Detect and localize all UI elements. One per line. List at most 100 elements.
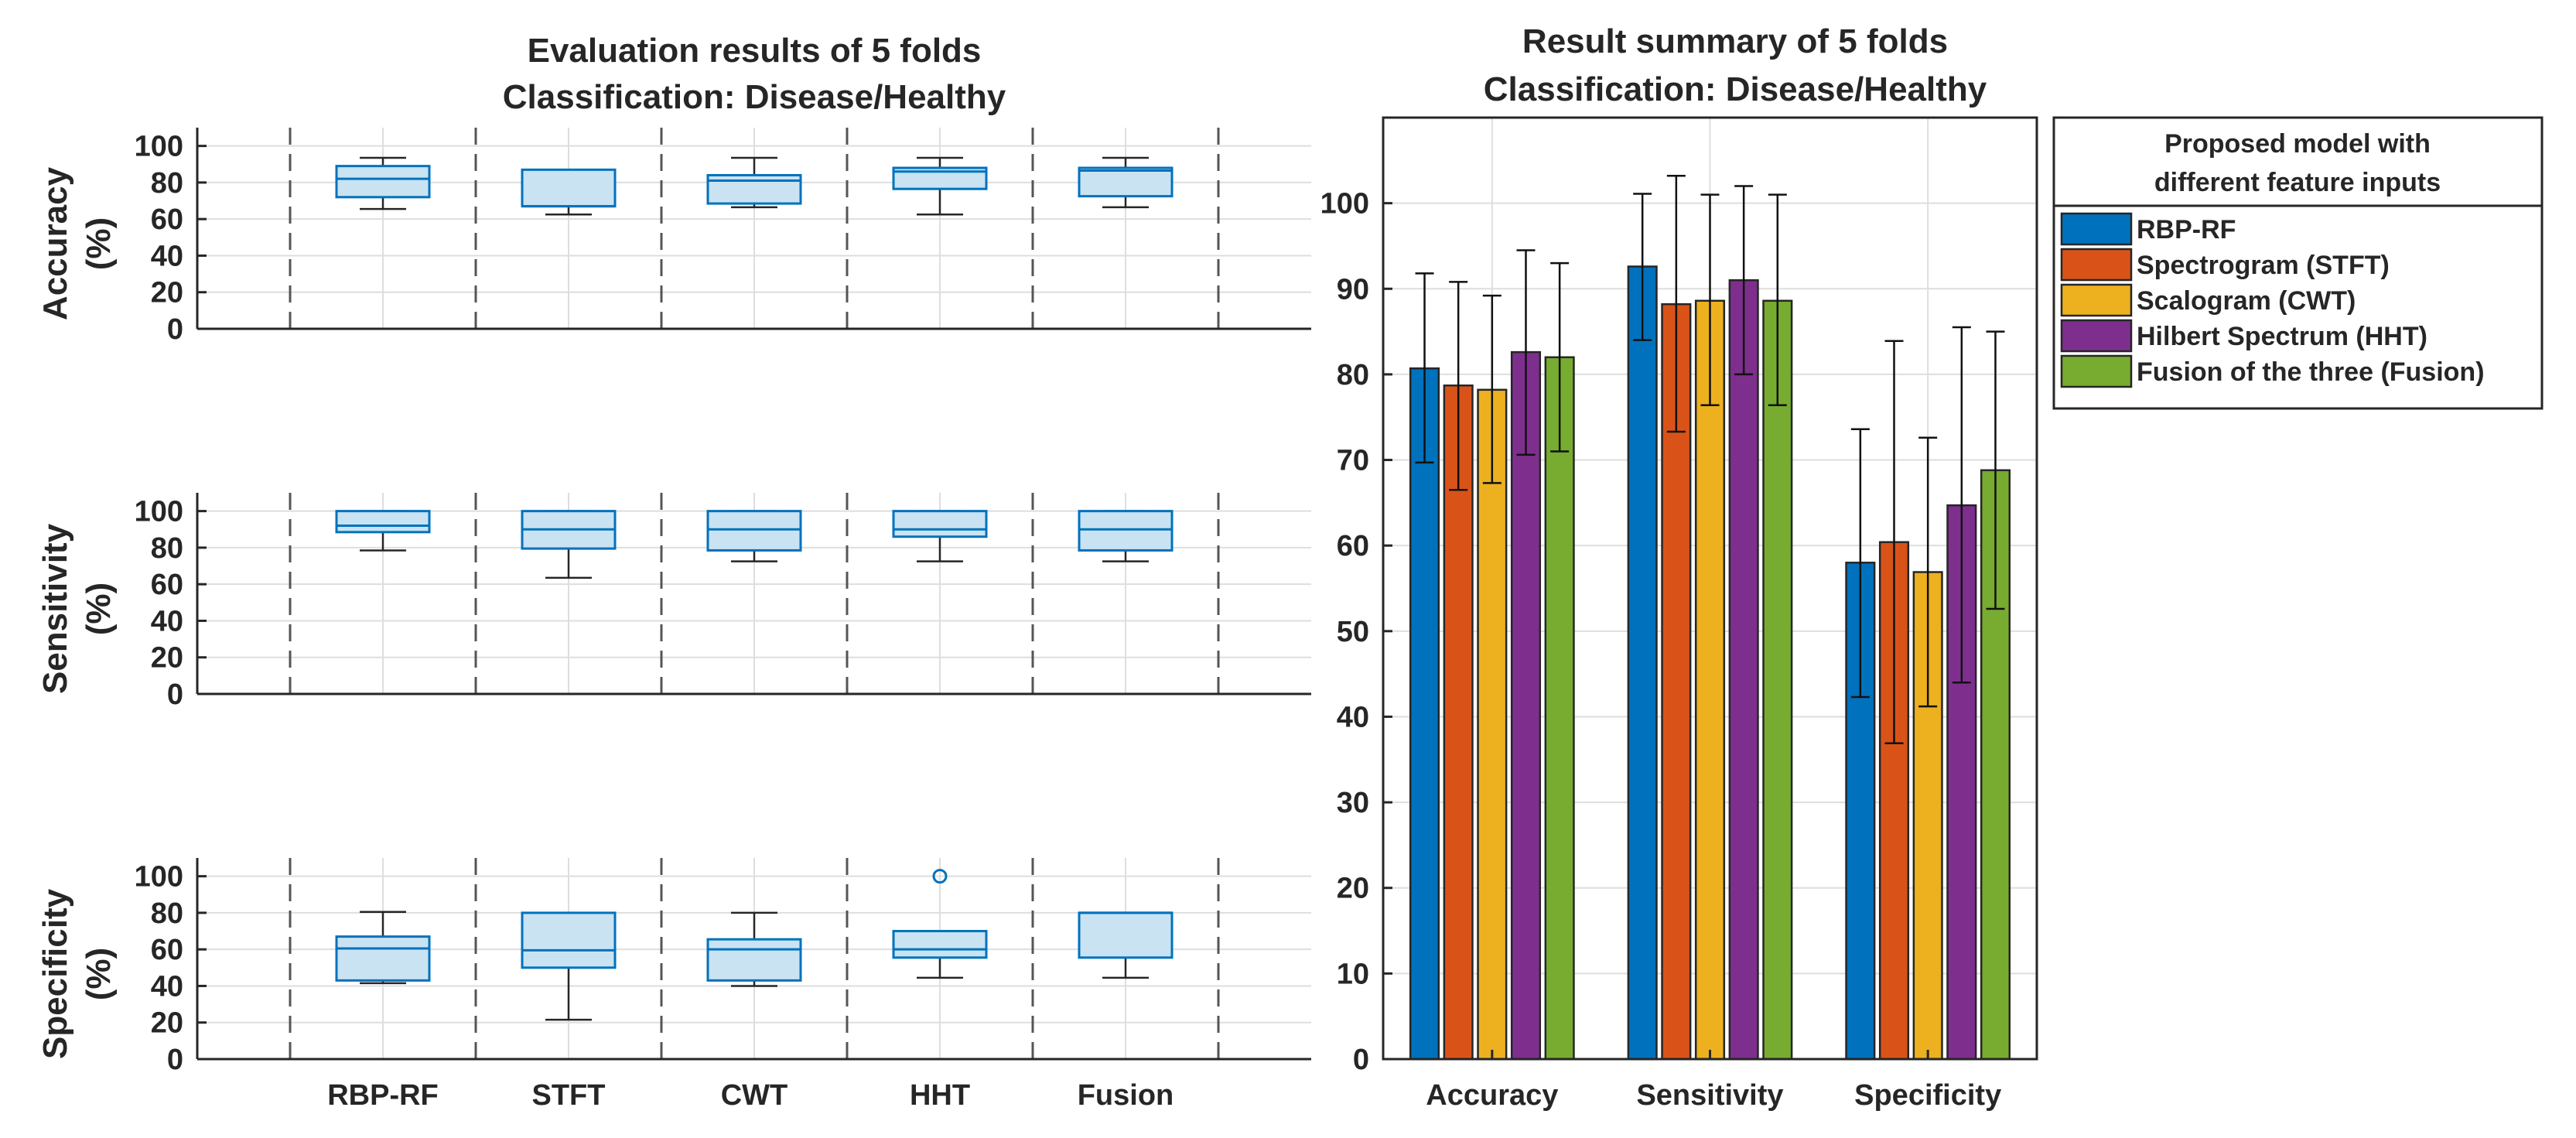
y-axis-label-unit: (%) — [80, 217, 118, 270]
legend: Proposed model with different feature in… — [2052, 116, 2544, 410]
box-iqr — [335, 165, 431, 199]
box-hht — [892, 510, 988, 562]
box-iqr — [335, 935, 431, 982]
box-iqr — [892, 930, 988, 959]
box-fusion — [1078, 156, 1174, 209]
y-tick-label: 80 — [151, 167, 183, 200]
y-tick-label: 40 — [151, 240, 183, 272]
boxplot-x-tick-labels: RBP-RF STFT CWT HHT Fusion — [327, 1079, 1174, 1112]
specificity-y-axis-label: Specificity (%) — [36, 888, 118, 1059]
bar-chart-x-tick-labels: Accuracy Sensitivity Specificity — [1426, 1079, 2001, 1112]
specificity-boxplot-panel: 0 20 40 60 80 100 Specificity (%) — [36, 858, 1311, 1076]
y-axis-label-name: Sensitivity — [36, 523, 74, 694]
y-axis-label-unit: (%) — [80, 948, 118, 1000]
x-tick-label-fusion: Fusion — [1078, 1079, 1174, 1112]
y-tick-label: 60 — [1337, 530, 1369, 562]
y-tick-label: 100 — [1320, 188, 1369, 220]
bar-scalogram-cwt--accuracy — [1477, 388, 1508, 1061]
y-tick-label: 0 — [167, 1044, 183, 1076]
bar-chart-figure: Result summary of 5 folds Classification… — [1320, 22, 2544, 1112]
sensitivity-y-ticks: 0 20 40 60 80 100 — [135, 496, 183, 711]
bar-chart-y-ticks: 0 10 20 30 40 50 60 70 80 90 100 — [1320, 188, 1369, 1076]
bar-chart-error-bars — [1415, 174, 2005, 745]
y-tick-label: 20 — [1337, 873, 1369, 905]
box-iqr — [706, 510, 802, 552]
legend-item: Hilbert Spectrum (HHT) — [2060, 319, 2427, 353]
legend-label-hht: Hilbert Spectrum (HHT) — [2137, 322, 2427, 351]
legend-title-line2: different feature inputs — [2154, 168, 2441, 197]
sensitivity-boxes — [335, 510, 1174, 579]
x-tick-label-sensitivity: Sensitivity — [1636, 1079, 1783, 1112]
box-stft — [521, 510, 617, 579]
legend-title-line1: Proposed model with — [2164, 129, 2431, 159]
bar-scalogram-cwt--sensitivity — [1694, 299, 1726, 1061]
specificity-boxes — [335, 869, 1174, 1021]
y-axis-label-unit: (%) — [80, 583, 118, 635]
accuracy-y-axis-label: Accuracy (%) — [36, 166, 118, 320]
y-tick-label: 80 — [151, 532, 183, 565]
bar-rbp-rf-accuracy — [1409, 367, 1440, 1061]
accuracy-y-ticks: 0 20 40 60 80 100 — [135, 131, 183, 346]
x-tick-label-stft: STFT — [532, 1079, 606, 1112]
x-tick-label-hht: HHT — [910, 1079, 970, 1112]
y-tick-label: 50 — [1337, 616, 1369, 648]
box-rbp-rf — [335, 911, 431, 985]
boxplot-title-line1: Evaluation results of 5 folds — [528, 32, 982, 70]
y-tick-label: 60 — [151, 203, 183, 236]
legend-label-cwt: Scalogram (CWT) — [2137, 286, 2356, 316]
legend-label-stft: Spectrogram (STFT) — [2137, 251, 2390, 280]
box-fusion — [1078, 911, 1174, 979]
specificity-category-dividers — [289, 858, 1220, 1059]
legend-swatch-stft — [2060, 248, 2133, 282]
box-cwt — [706, 156, 802, 209]
box-iqr — [892, 510, 988, 538]
legend-label-fusion: Fusion of the three (Fusion) — [2137, 357, 2485, 387]
y-tick-label: 100 — [135, 131, 183, 163]
legend-items: RBP-RF Spectrogram (STFT) Scalogram (CWT… — [2060, 212, 2485, 388]
x-tick-label-accuracy: Accuracy — [1426, 1079, 1558, 1112]
bar-scalogram-cwt--specificity — [1912, 571, 1943, 1061]
y-axis-label-name: Accuracy — [36, 166, 74, 320]
legend-item: Fusion of the three (Fusion) — [2060, 354, 2485, 388]
bar-hilbert-spectrum-hht--sensitivity — [1728, 279, 1759, 1061]
bar-fusion-of-the-three-fusion--accuracy — [1544, 356, 1575, 1061]
x-tick-label-cwt: CWT — [721, 1079, 788, 1112]
legend-item: RBP-RF — [2060, 212, 2236, 246]
box-iqr — [335, 510, 431, 534]
box-iqr — [521, 168, 617, 208]
legend-swatch-fusion — [2060, 354, 2133, 388]
y-tick-label: 60 — [151, 934, 183, 966]
y-tick-label: 100 — [135, 496, 183, 528]
box-iqr — [706, 173, 802, 205]
bar-fusion-of-the-three-fusion--sensitivity — [1762, 299, 1793, 1061]
box-iqr — [1078, 911, 1174, 959]
legend-swatch-rbp-rf — [2060, 212, 2133, 246]
y-tick-label: 0 — [167, 678, 183, 711]
y-tick-label: 10 — [1337, 958, 1369, 990]
legend-swatch-hht — [2060, 319, 2133, 353]
x-tick-label-rbp-rf: RBP-RF — [327, 1079, 439, 1112]
bar-chart-title-line1: Result summary of 5 folds — [1522, 22, 1948, 60]
boxplot-title-line2: Classification: Disease/Healthy — [503, 78, 1006, 116]
y-tick-label: 60 — [151, 569, 183, 601]
bar-rbp-rf-sensitivity — [1627, 265, 1658, 1061]
y-tick-label: 20 — [151, 277, 183, 309]
legend-item: Scalogram (CWT) — [2060, 283, 2356, 317]
specificity-axes — [196, 858, 1311, 1061]
bar-chart-bars — [1409, 265, 2011, 1061]
box-cwt — [706, 911, 802, 987]
y-tick-label: 100 — [135, 861, 183, 894]
y-tick-label: 40 — [151, 970, 183, 1003]
legend-label-rbp-rf: RBP-RF — [2137, 215, 2236, 244]
legend-item: Spectrogram (STFT) — [2060, 248, 2390, 282]
legend-box — [2052, 116, 2544, 410]
box-stft — [521, 911, 617, 1021]
box-rbp-rf — [335, 156, 431, 210]
y-tick-label: 40 — [151, 605, 183, 637]
outlier-point — [932, 869, 948, 884]
accuracy-axes — [196, 128, 1311, 330]
bar-hilbert-spectrum-hht--accuracy — [1510, 350, 1542, 1061]
y-tick-label: 30 — [1337, 787, 1369, 819]
